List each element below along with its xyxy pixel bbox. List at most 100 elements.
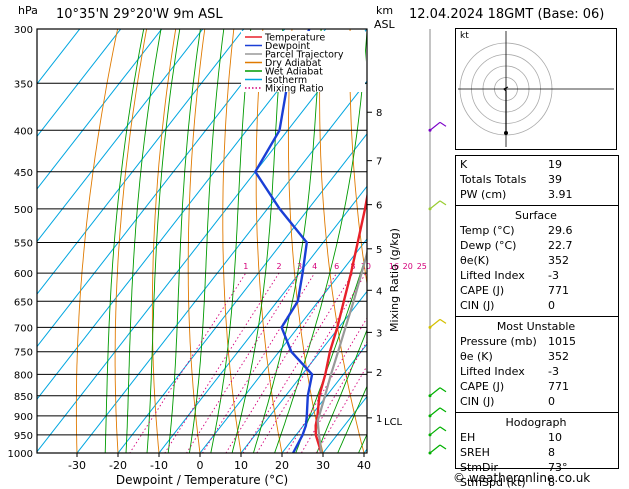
km-tick-label: 2 (376, 368, 382, 379)
wet-adiabat-line (337, 385, 367, 453)
pressure-tick-label: 850 (14, 392, 33, 403)
hodo-value-0: 10 (548, 431, 562, 444)
pressure-tick-label: 800 (14, 370, 33, 381)
dry-adiabat-line (114, 29, 148, 453)
mixing-ratio-label: 25 (417, 262, 427, 271)
pressure-tick-label: 550 (14, 238, 33, 249)
surface-value-2: 352 (548, 254, 569, 267)
isotherm-line (281, 343, 367, 453)
km-tick-label: 1 (376, 414, 382, 425)
mu-value-4: 0 (548, 395, 555, 408)
hodo-value-1: 8 (548, 446, 555, 459)
wet-adiabat-line (146, 29, 181, 453)
most-unstable-title: Most Unstable (496, 320, 576, 333)
surface-label-5: CIN (J) (460, 299, 495, 312)
series-dewpoint (253, 29, 314, 453)
temp-tick-label: 10 (234, 459, 248, 472)
panel-separator (456, 316, 618, 317)
x-axis-label: Dewpoint / Temperature (°C) (116, 473, 288, 486)
legend-label: Wet Adiabat (265, 67, 323, 78)
surface-value-3: -3 (548, 269, 559, 282)
isotherm-line (240, 290, 367, 453)
km-tick-label: 5 (376, 245, 382, 256)
index-label-1: Totals Totals (460, 173, 527, 186)
pressure-tick-label: 350 (14, 79, 33, 90)
surface-value-0: 29.6 (548, 224, 573, 237)
wind-barbs (428, 29, 447, 455)
surface-value-4: 771 (548, 284, 569, 297)
pressure-tick-label: 700 (14, 323, 33, 334)
hodo-label-2: StmDir (460, 461, 499, 474)
pressure-tick-label: 500 (14, 205, 33, 216)
header-location: 10°35'N 29°20'W 9m ASL (56, 7, 223, 22)
mixing-ratio-label: 4 (312, 262, 317, 271)
wind-barb (428, 444, 447, 455)
mixing-ratio-label: 20 (403, 262, 413, 271)
footer-copyright: © weatheronline.co.uk (453, 471, 591, 485)
index-label-2: PW (cm) (460, 188, 507, 201)
pressure-tick-label: 900 (14, 412, 33, 423)
sounding-series (253, 29, 367, 453)
mu-value-2: -3 (548, 365, 559, 378)
wind-barb (428, 318, 447, 329)
isotherm-line (158, 185, 367, 453)
dry-adiabat-line (75, 29, 119, 453)
legend-label: Temperature (264, 33, 325, 44)
pressure-tick-label: 950 (14, 431, 33, 442)
series-temperature (314, 191, 367, 453)
panel-separator (456, 205, 618, 206)
mu-value-3: 771 (548, 380, 569, 393)
legend-box (241, 31, 365, 92)
isotherm-line (76, 80, 367, 453)
km-tick-label: 7 (376, 157, 382, 168)
legend-label: Parcel Trajectory (265, 50, 344, 61)
header-km: km (376, 4, 394, 17)
isotherm-line (37, 29, 204, 243)
temp-tick-label: -10 (150, 459, 168, 472)
mu-value-0: 1015 (548, 335, 576, 348)
surface-value-5: 0 (548, 299, 555, 312)
pressure-tick-label: 1000 (8, 449, 33, 460)
isotherm-line (117, 132, 367, 453)
panel-separator (456, 412, 618, 413)
chart-axes: 3003504004505005506006507007508008509009… (8, 25, 403, 486)
wet-adiabat-line (125, 29, 162, 453)
mu-label-0: Pressure (mb) (460, 335, 537, 348)
mixing-ratio-line (129, 272, 247, 453)
legend-label: Dewpoint (265, 41, 310, 52)
hodograph-plot (458, 31, 614, 147)
plot-frame (36, 28, 368, 454)
wind-barb (428, 426, 447, 437)
mu-label-2: Lifted Index (460, 365, 525, 378)
km-tick-label: 6 (376, 201, 382, 212)
mu-label-1: θe (K) (460, 350, 493, 363)
pressure-tick-label: 600 (14, 269, 33, 280)
wind-barb (428, 387, 447, 398)
dry-adiabat-line (151, 29, 177, 453)
temp-tick-label: 20 (275, 459, 289, 472)
mu-value-1: 352 (548, 350, 569, 363)
hodograph-table-title: Hodograph (505, 416, 567, 429)
mixing-ratio-label: 16 (389, 262, 399, 271)
temp-tick-label: -20 (109, 459, 127, 472)
header-datetime: 12.04.2024 18GMT (Base: 06) (409, 7, 605, 22)
isotherm-line (37, 29, 122, 138)
pressure-tick-label: 650 (14, 297, 33, 308)
hodo-value-3: 8 (548, 476, 555, 489)
mixing-ratio-label: 3 (297, 262, 302, 271)
wind-barb (428, 407, 447, 418)
dry-adiabat-line (255, 29, 283, 453)
surface-label-0: Temp (°C) (460, 224, 515, 237)
mixing-ratio-line (164, 272, 280, 453)
wet-adiabat-line (274, 29, 367, 453)
pressure-tick-label: 400 (14, 126, 33, 137)
temp-tick-label: 30 (316, 459, 330, 472)
surface-value-1: 22.7 (548, 239, 573, 252)
pressure-tick-label: 300 (14, 25, 33, 36)
dry-adiabat-line (222, 29, 242, 453)
km-tick-label: 8 (376, 108, 382, 119)
hodo-value-2: 73° (548, 461, 568, 474)
dry-adiabat-line (319, 29, 365, 453)
pressure-tick-label: 450 (14, 168, 33, 179)
